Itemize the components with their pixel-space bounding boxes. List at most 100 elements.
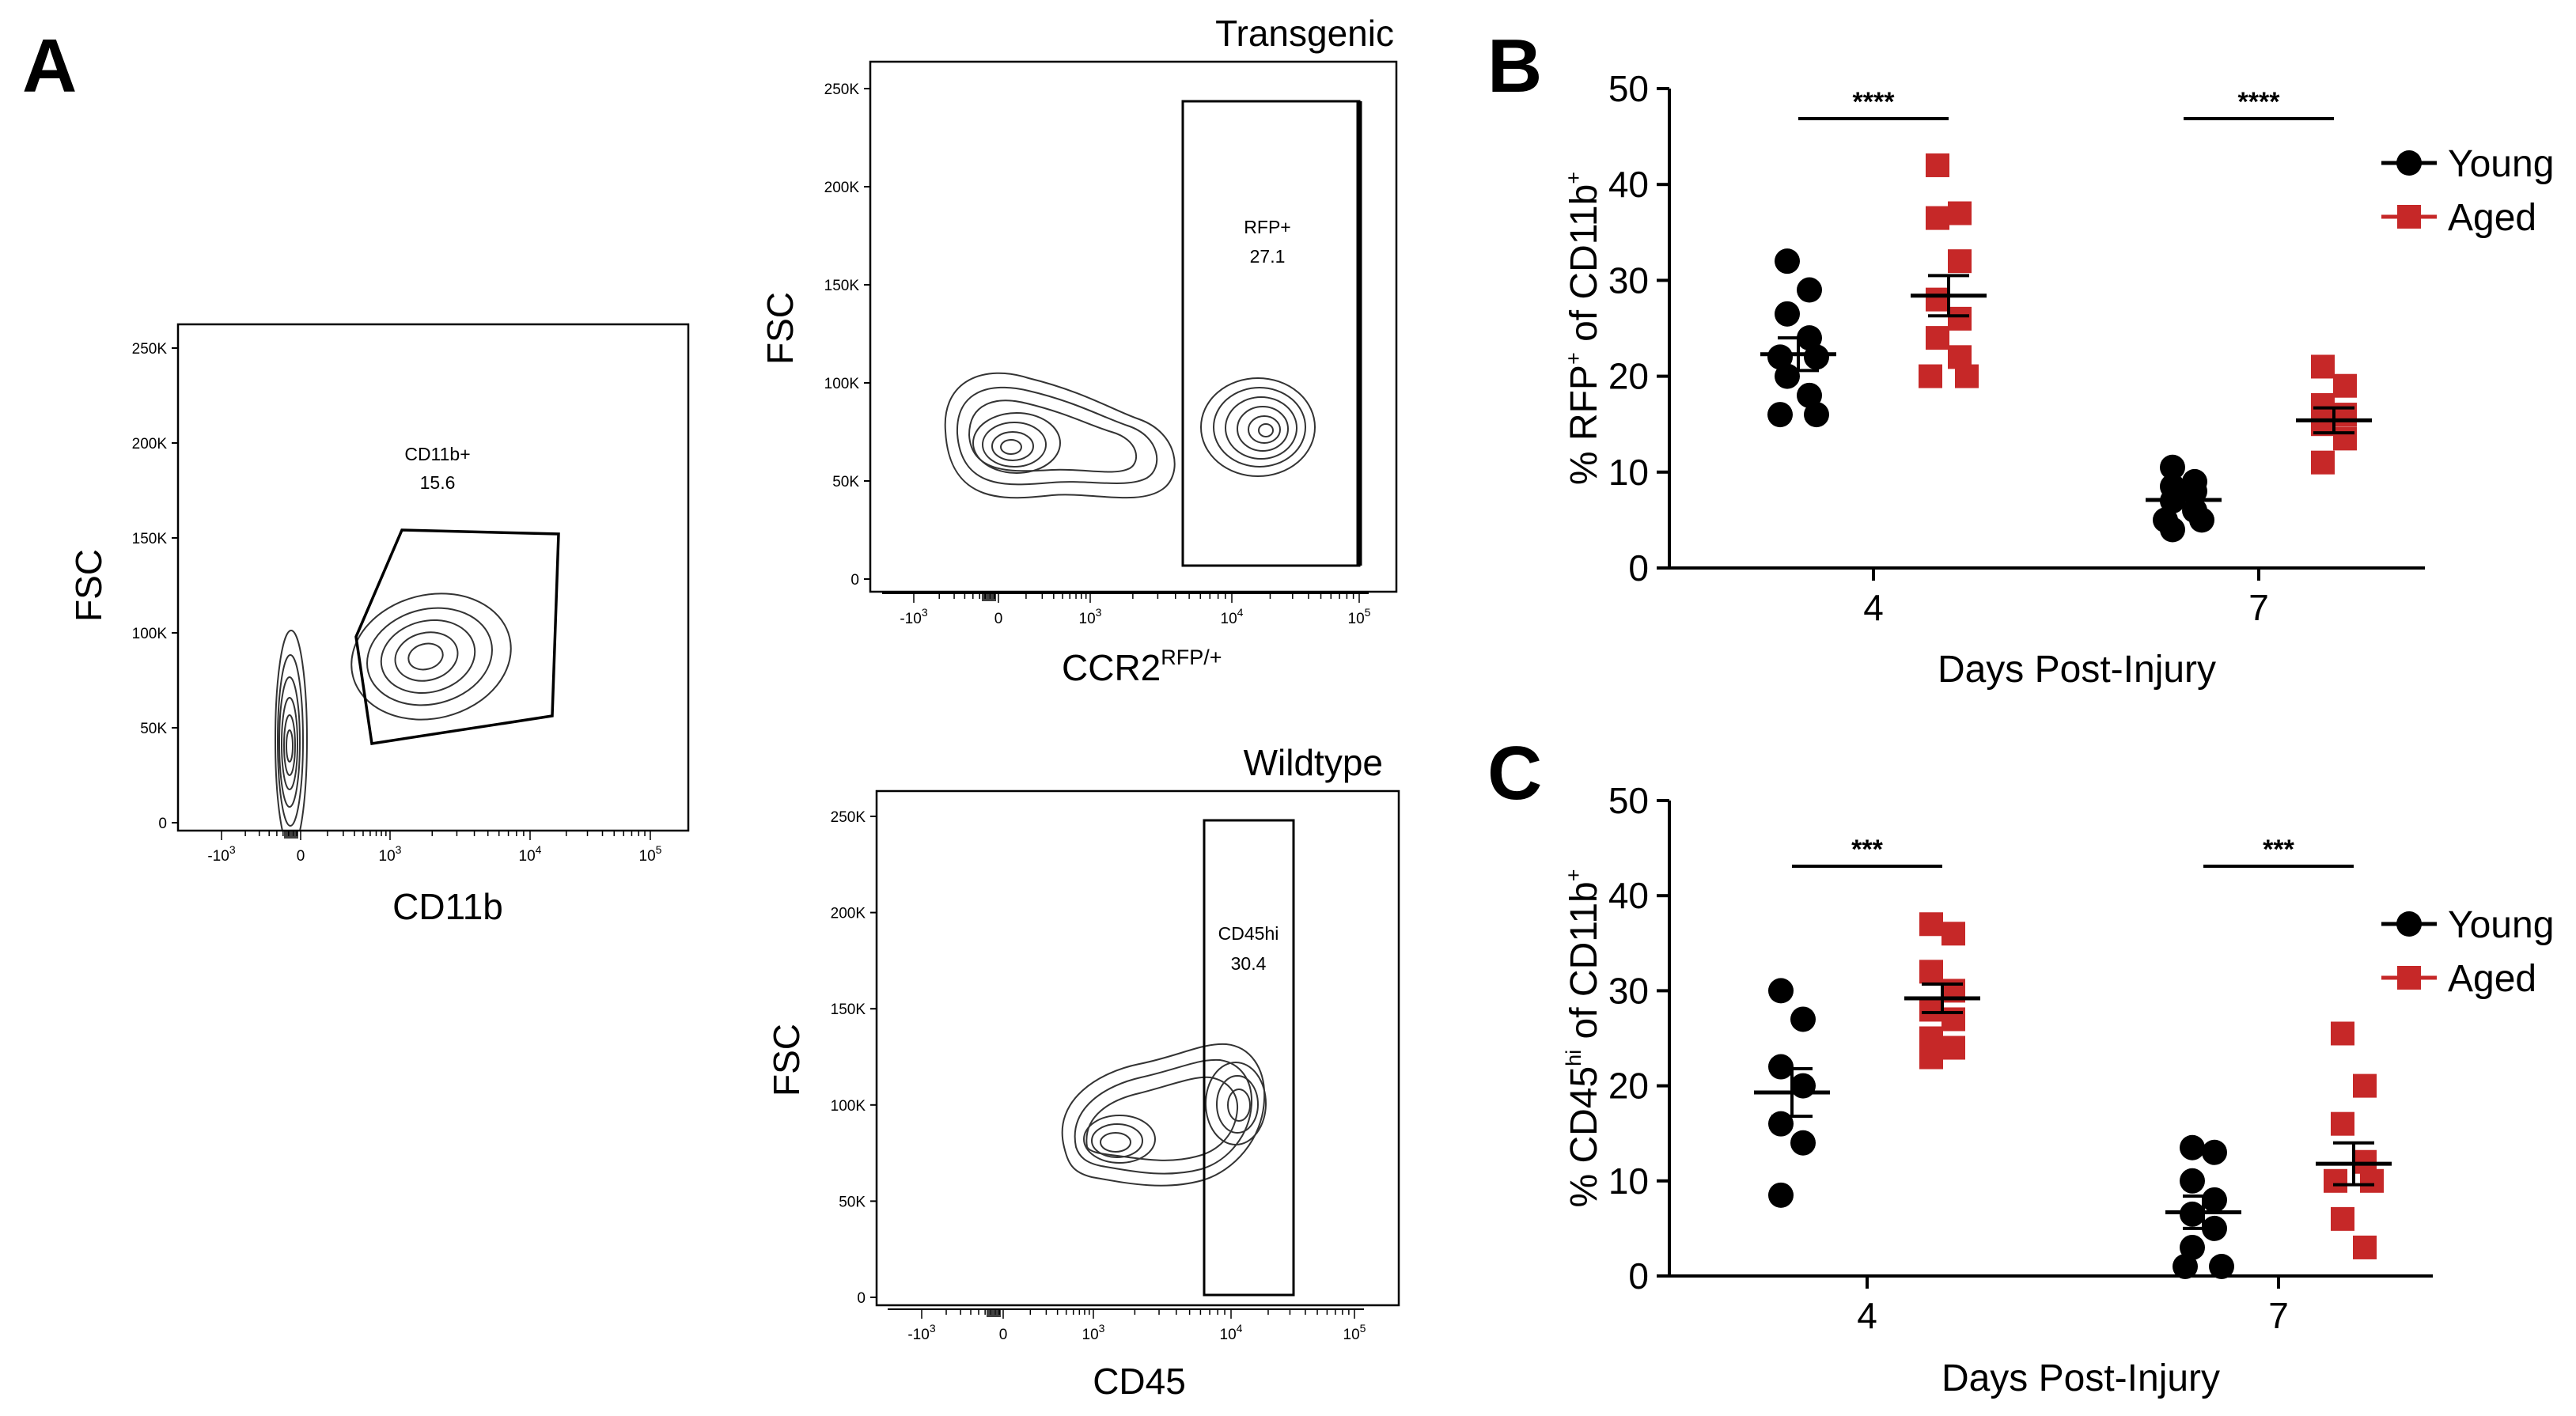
flow-plot-transgenic: Transgenic RFP+ 27 — [760, 13, 1398, 688]
gate-rfp-positive[interactable] — [1181, 100, 1361, 567]
data-point-aged — [1919, 364, 1942, 388]
data-point-young — [1775, 363, 1800, 389]
data-point-aged — [1919, 912, 1943, 937]
data-point-young — [1790, 1006, 1816, 1032]
gate-name: CD45hi — [1218, 923, 1279, 944]
plot-title: Transgenic — [1215, 13, 1394, 54]
x-tick-label: -103 — [207, 843, 235, 865]
y-tick-label: 50K — [832, 474, 859, 490]
gate-cd45hi[interactable] — [1203, 819, 1295, 1297]
scatter-chart-b: 0 10 20 30 40 50 % RFP+ of CD11b+ 4 7 Days Post-I… — [1562, 68, 2554, 691]
data-point-aged — [1926, 287, 1949, 312]
data-point-aged — [2360, 1168, 2384, 1193]
significance-label: *** — [1851, 835, 1883, 865]
legend-marker-young — [2396, 150, 2422, 176]
data-point-aged — [2333, 403, 2357, 427]
data-point-young — [1797, 277, 1822, 303]
x-tick-label: 104 — [1220, 1322, 1243, 1343]
data-point-aged — [1955, 364, 1979, 388]
legend-marker-aged — [2397, 966, 2421, 990]
gate-cd11b[interactable] — [354, 528, 560, 745]
panel-letter-c: C — [1487, 731, 1542, 816]
y-tick-label: 20 — [1608, 356, 1649, 397]
legend-label: Aged — [2448, 958, 2536, 1000]
y-tick-label: 0 — [1628, 547, 1649, 589]
x-tick-label: 0 — [999, 1327, 1008, 1343]
gate-value: 30.4 — [1231, 953, 1267, 974]
data-point-young — [1775, 301, 1800, 327]
x-tick-label: 104 — [519, 843, 542, 865]
legend-marker-aged — [2397, 205, 2421, 229]
legend-label: Young — [2448, 143, 2554, 185]
significance-label: **** — [2238, 87, 2281, 117]
data-point-young — [2160, 454, 2185, 480]
data-point-young — [1804, 402, 1829, 428]
axis-ticks: 0 50K 100K 150K 200K 250K -103 0 103 104 105 — [831, 809, 1366, 1343]
x-axis-label: Days Post-Injury — [1941, 1357, 2220, 1399]
data-point-aged — [2311, 354, 2335, 379]
y-tick-label: 200K — [824, 180, 860, 196]
data-point-aged — [2333, 426, 2357, 451]
data-point-young — [1767, 344, 1793, 370]
x-axis-label: Days Post-Injury — [1938, 649, 2216, 691]
plot-title: Wildtype — [1244, 742, 1383, 783]
y-tick-label: 100K — [824, 376, 860, 392]
x-tick-label: 104 — [1221, 606, 1244, 627]
y-tick-label: 250K — [831, 809, 866, 826]
y-tick-label: 50K — [839, 1194, 866, 1210]
y-tick-label: 200K — [831, 906, 866, 922]
data-point-young — [1767, 402, 1793, 428]
data-point-aged — [1941, 922, 1965, 946]
data-point-aged — [1919, 1045, 1943, 1070]
data-point-aged — [2331, 1206, 2354, 1231]
data-point-young — [2180, 1134, 2205, 1160]
y-tick-label: 100K — [132, 626, 168, 642]
x-axis-label: CCR2RFP/+ — [1062, 646, 1222, 688]
y-tick-label: 0 — [1628, 1255, 1649, 1297]
data-point-aged — [1926, 206, 1949, 230]
y-tick-label: 40 — [1608, 164, 1649, 205]
panel-letter-a: A — [22, 24, 77, 108]
data-point-young — [2202, 1139, 2227, 1165]
y-tick-label: 20 — [1608, 1066, 1649, 1107]
gate-value: 27.1 — [1250, 246, 1286, 267]
legend-label: Aged — [2448, 197, 2536, 239]
data-point-young — [2180, 1168, 2205, 1194]
data-point-aged — [1919, 960, 1943, 984]
x-tick-label: 103 — [379, 843, 402, 865]
gate-name: CD11b+ — [404, 444, 470, 464]
x-tick-label: 7 — [2268, 1295, 2289, 1336]
x-tick-label: 7 — [2248, 587, 2269, 628]
data-point-aged — [1941, 1007, 1965, 1032]
scatter-chart-c: 0 10 20 30 40 50 % CD45hi of CD11b+ 4 7 Days Post… — [1562, 780, 2554, 1399]
y-tick-label: 250K — [824, 81, 860, 98]
data-point-aged — [2331, 1111, 2354, 1136]
axis-ticks: 0 50K 100K 150K 200K 250K -103 0 103 104 105 — [132, 341, 662, 865]
y-axis-label: % RFP+ of CD11b+ — [1562, 172, 1605, 485]
y-tick-label: 40 — [1608, 875, 1649, 916]
x-tick-label: -103 — [907, 1322, 935, 1343]
y-tick-label: 0 — [857, 1290, 866, 1307]
x-tick-label: 105 — [1348, 606, 1371, 627]
data-point-aged — [1948, 201, 1972, 225]
contour-population-negative — [944, 372, 1176, 499]
axis-ticks: 0 50K 100K 150K 200K 250K -103 0 103 104 105 — [824, 81, 1371, 627]
x-axis-label: CD45 — [1093, 1361, 1186, 1402]
data-point-aged — [2324, 1168, 2347, 1193]
data-point-aged — [1926, 153, 1949, 177]
x-tick-label: 0 — [297, 848, 305, 865]
contour-population-right — [350, 593, 512, 721]
data-point-young — [1768, 978, 1794, 1004]
data-point-young — [2182, 479, 2207, 505]
y-axis-label: % CD45hi of CD11b+ — [1562, 869, 1605, 1207]
data-point-young — [2173, 1253, 2198, 1279]
data-point-aged — [1919, 998, 1943, 1022]
significance-label: **** — [1853, 87, 1896, 117]
data-point-young — [2209, 1253, 2234, 1279]
data-point-young — [1797, 382, 1822, 408]
data-point-aged — [1941, 1035, 1965, 1060]
data-point-aged — [1926, 326, 1949, 350]
legend-marker-young — [2396, 911, 2422, 937]
y-tick-label: 50 — [1608, 780, 1649, 821]
